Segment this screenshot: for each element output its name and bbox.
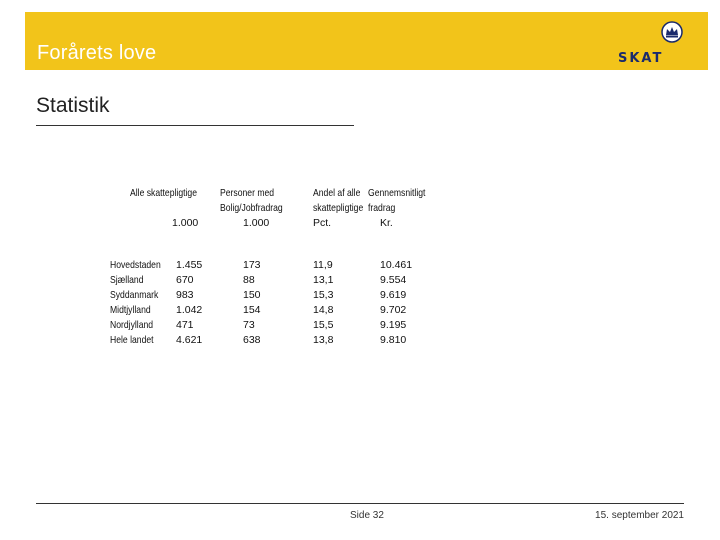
table-cell: 13,8: [313, 334, 334, 346]
header-bar: Forårets love SKAT: [25, 12, 708, 70]
column-header-line: Bolig/Jobfradrag: [220, 202, 283, 214]
title-divider: [36, 125, 354, 126]
table-cell: 9.554: [380, 274, 407, 286]
region-label: Sjælland: [110, 274, 144, 286]
table-cell: 73: [243, 319, 255, 331]
page-number: Side 32: [350, 510, 384, 521]
column-header-unit: 1.000: [243, 217, 270, 229]
table-cell: 471: [176, 319, 194, 331]
table-cell: 9.195: [380, 319, 407, 331]
footer-divider: [36, 503, 684, 504]
region-label: Midtjylland: [110, 304, 151, 316]
logo-text: SKAT: [618, 51, 663, 66]
table-cell: 10.461: [380, 259, 413, 271]
table-cell: 9.810: [380, 334, 407, 346]
column-header-line: Alle skattepligtige: [130, 187, 198, 199]
column-header-line: Personer med: [220, 187, 275, 199]
column-header-line: skattepligtige: [313, 202, 364, 214]
table-cell: 9.619: [380, 289, 407, 301]
column-header-line: Andel af alle: [313, 187, 361, 199]
table-cell: 15,3: [313, 289, 334, 301]
table-cell: 670: [176, 274, 194, 286]
column-header-unit: 1.000: [172, 217, 199, 229]
column-header-unit: Kr.: [380, 217, 393, 229]
region-label: Hovedstaden: [110, 259, 161, 271]
region-label: Nordjylland: [110, 319, 154, 331]
table-cell: 983: [176, 289, 194, 301]
footer-date: 15. september 2021: [595, 510, 684, 521]
table-cell: 88: [243, 274, 255, 286]
statistics-table: Alle skattepligtige 1.000 Personer med B…: [110, 185, 440, 355]
table-cell: 638: [243, 334, 261, 346]
table-cell: 173: [243, 259, 261, 271]
table-cell: 13,1: [313, 274, 334, 286]
column-header-line: fradrag: [368, 202, 396, 214]
table-cell: 154: [243, 304, 261, 316]
crown-icon: [666, 27, 678, 35]
region-label: Hele landet: [110, 334, 154, 346]
column-header-line: Gennemsnitligt: [368, 187, 426, 199]
presentation-title: Forårets love: [37, 42, 157, 64]
column-header-unit: Pct.: [313, 217, 332, 229]
table-cell: 11,9: [313, 259, 333, 271]
slide-title: Statistik: [36, 94, 110, 117]
skat-logo: SKAT: [616, 20, 686, 68]
region-label: Syddanmark: [110, 289, 159, 301]
table-cell: 9.702: [380, 304, 407, 316]
table-cell: 1.042: [176, 304, 203, 316]
table-cell: 1.455: [176, 259, 203, 271]
table-cell: 4.621: [176, 334, 203, 346]
table-cell: 15,5: [313, 319, 334, 331]
table-cell: 150: [243, 289, 261, 301]
table-cell: 14,8: [313, 304, 334, 316]
